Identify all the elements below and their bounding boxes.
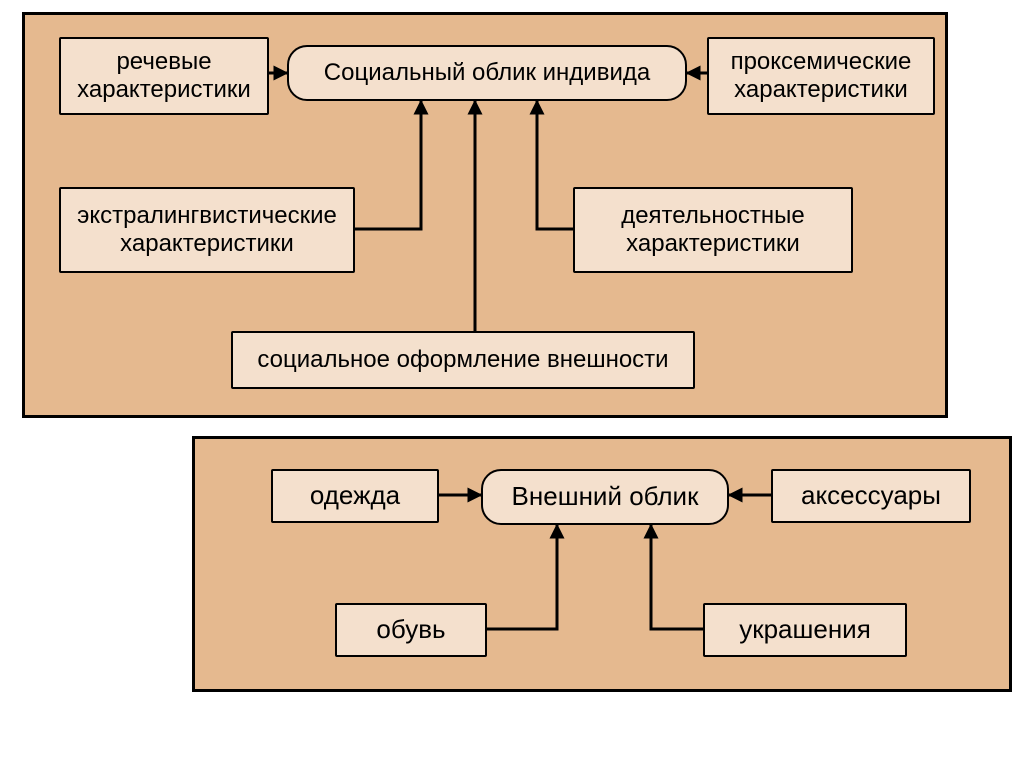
concept-node: проксемические характеристики xyxy=(707,37,935,115)
concept-node: экстралингвистические характеристики xyxy=(59,187,355,273)
concept-node: деятельностные характеристики xyxy=(573,187,853,273)
edge xyxy=(651,525,703,629)
central-node: Внешний облик xyxy=(481,469,729,525)
central-node: Социальный облик индивида xyxy=(287,45,687,101)
concept-node: обувь xyxy=(335,603,487,657)
concept-node: одежда xyxy=(271,469,439,523)
panel-bottom: Внешний облик одежда аксессуары обувь украше… xyxy=(192,436,1012,692)
concept-node: аксессуары xyxy=(771,469,971,523)
edge xyxy=(355,101,421,229)
concept-node: социальное оформление внешности xyxy=(231,331,695,389)
edge xyxy=(537,101,573,229)
edge xyxy=(487,525,557,629)
panel-top: Социальный облик индивида речевые характе… xyxy=(22,12,948,418)
concept-node: украшения xyxy=(703,603,907,657)
concept-node: речевые характеристики xyxy=(59,37,269,115)
